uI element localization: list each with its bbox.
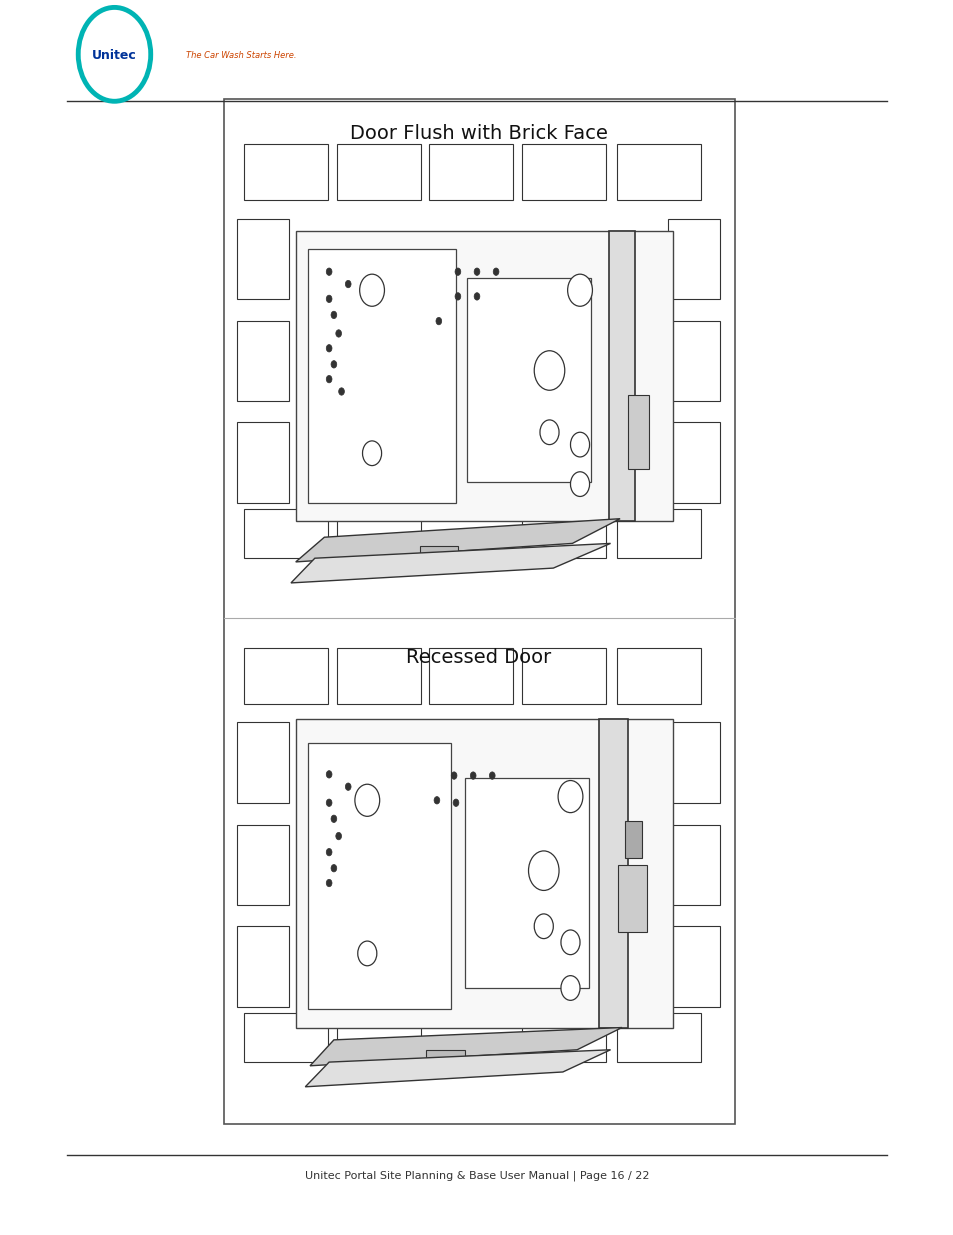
FancyBboxPatch shape	[617, 1013, 700, 1062]
Text: The Car Wash Starts Here.: The Car Wash Starts Here.	[186, 51, 296, 61]
FancyBboxPatch shape	[236, 926, 289, 1007]
Circle shape	[455, 293, 460, 300]
Circle shape	[357, 941, 376, 966]
Text: Door Flush with Brick Face: Door Flush with Brick Face	[350, 124, 607, 143]
Circle shape	[326, 295, 332, 303]
Circle shape	[570, 472, 589, 496]
FancyBboxPatch shape	[236, 321, 289, 401]
Circle shape	[436, 317, 441, 325]
FancyBboxPatch shape	[608, 231, 635, 521]
FancyBboxPatch shape	[244, 509, 328, 558]
Circle shape	[345, 280, 351, 288]
Circle shape	[474, 293, 479, 300]
Circle shape	[455, 268, 460, 275]
FancyBboxPatch shape	[419, 546, 457, 568]
FancyBboxPatch shape	[618, 864, 646, 932]
Circle shape	[338, 388, 344, 395]
Circle shape	[362, 441, 381, 466]
FancyBboxPatch shape	[667, 825, 720, 905]
Circle shape	[359, 274, 384, 306]
FancyBboxPatch shape	[336, 509, 420, 558]
Text: Unitec: Unitec	[92, 49, 136, 62]
FancyBboxPatch shape	[627, 395, 648, 469]
Circle shape	[326, 799, 332, 806]
Polygon shape	[310, 1028, 621, 1066]
FancyBboxPatch shape	[224, 99, 734, 1124]
Circle shape	[489, 772, 495, 779]
FancyBboxPatch shape	[598, 719, 627, 1028]
Circle shape	[570, 432, 589, 457]
FancyBboxPatch shape	[244, 1013, 328, 1062]
Circle shape	[78, 7, 151, 101]
FancyBboxPatch shape	[521, 1013, 605, 1062]
Circle shape	[326, 879, 332, 887]
Circle shape	[326, 771, 332, 778]
Circle shape	[335, 832, 341, 840]
Circle shape	[567, 274, 592, 306]
FancyBboxPatch shape	[236, 219, 289, 299]
Polygon shape	[305, 1050, 610, 1087]
Circle shape	[326, 848, 332, 856]
Circle shape	[331, 311, 336, 319]
Polygon shape	[295, 519, 619, 562]
FancyBboxPatch shape	[236, 722, 289, 803]
Circle shape	[560, 930, 579, 955]
FancyBboxPatch shape	[617, 509, 700, 558]
FancyBboxPatch shape	[464, 778, 588, 988]
FancyBboxPatch shape	[667, 926, 720, 1007]
Circle shape	[326, 345, 332, 352]
FancyBboxPatch shape	[617, 648, 700, 704]
FancyBboxPatch shape	[521, 509, 605, 558]
FancyBboxPatch shape	[308, 743, 451, 1009]
Circle shape	[326, 268, 332, 275]
FancyBboxPatch shape	[617, 144, 700, 200]
FancyBboxPatch shape	[429, 648, 513, 704]
Circle shape	[451, 772, 456, 779]
Circle shape	[335, 330, 341, 337]
Circle shape	[534, 914, 553, 939]
FancyBboxPatch shape	[308, 249, 456, 503]
FancyBboxPatch shape	[236, 825, 289, 905]
FancyBboxPatch shape	[295, 231, 672, 521]
FancyBboxPatch shape	[667, 321, 720, 401]
FancyBboxPatch shape	[336, 648, 420, 704]
Circle shape	[345, 783, 351, 790]
FancyBboxPatch shape	[667, 422, 720, 503]
Circle shape	[331, 361, 336, 368]
Circle shape	[470, 772, 476, 779]
Circle shape	[326, 375, 332, 383]
Circle shape	[434, 797, 439, 804]
FancyBboxPatch shape	[667, 219, 720, 299]
FancyBboxPatch shape	[236, 422, 289, 503]
Circle shape	[331, 864, 336, 872]
Text: Recessed Door: Recessed Door	[406, 647, 551, 667]
Circle shape	[355, 784, 379, 816]
Circle shape	[539, 420, 558, 445]
Circle shape	[474, 268, 479, 275]
Circle shape	[534, 351, 564, 390]
FancyBboxPatch shape	[467, 278, 591, 482]
FancyBboxPatch shape	[336, 144, 420, 200]
Circle shape	[493, 268, 498, 275]
FancyBboxPatch shape	[429, 144, 513, 200]
FancyBboxPatch shape	[336, 1013, 420, 1062]
Circle shape	[453, 799, 458, 806]
Polygon shape	[291, 543, 610, 583]
FancyBboxPatch shape	[244, 648, 328, 704]
Circle shape	[331, 815, 336, 823]
Circle shape	[528, 851, 558, 890]
Circle shape	[560, 976, 579, 1000]
Text: Unitec Portal Site Planning & Base User Manual | Page 16 / 22: Unitec Portal Site Planning & Base User …	[304, 1171, 649, 1181]
FancyBboxPatch shape	[521, 648, 605, 704]
FancyBboxPatch shape	[667, 722, 720, 803]
FancyBboxPatch shape	[521, 144, 605, 200]
FancyBboxPatch shape	[624, 821, 641, 858]
FancyBboxPatch shape	[426, 1050, 464, 1072]
FancyBboxPatch shape	[295, 719, 672, 1028]
FancyBboxPatch shape	[244, 144, 328, 200]
Circle shape	[558, 781, 582, 813]
